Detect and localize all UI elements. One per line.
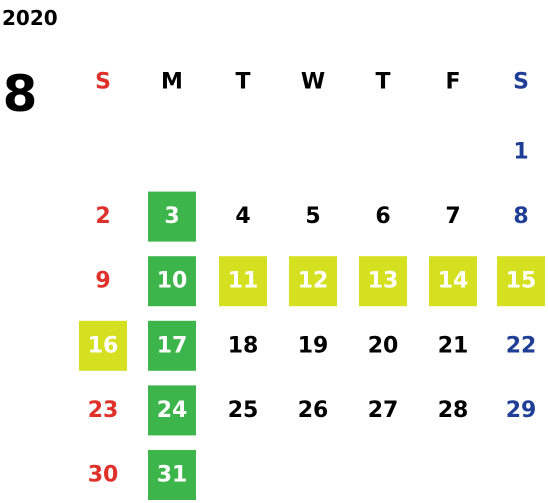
day-number: 3 bbox=[164, 204, 179, 229]
day-number: 4 bbox=[235, 204, 250, 229]
day-number: 9 bbox=[95, 269, 110, 294]
day-highlight bbox=[359, 256, 407, 307]
day-number: 19 bbox=[298, 333, 329, 358]
day-highlight bbox=[429, 256, 477, 307]
day-number: 18 bbox=[228, 333, 259, 358]
day-number: 8 bbox=[513, 204, 528, 229]
day-number: 11 bbox=[228, 269, 259, 294]
day-highlight bbox=[148, 385, 196, 436]
day-number: 15 bbox=[506, 269, 537, 294]
day-number: 27 bbox=[368, 398, 399, 423]
day-number: 2 bbox=[95, 204, 110, 229]
weekday-label: T bbox=[235, 70, 250, 95]
day-number: 7 bbox=[445, 204, 460, 229]
weekday-label: F bbox=[445, 70, 460, 95]
day-number: 5 bbox=[305, 204, 320, 229]
day-number: 31 bbox=[157, 463, 188, 488]
day-number: 21 bbox=[438, 333, 469, 358]
day-highlight bbox=[148, 320, 196, 371]
day-highlight bbox=[219, 256, 267, 307]
day-number: 10 bbox=[157, 269, 188, 294]
day-number: 20 bbox=[368, 333, 399, 358]
day-highlight bbox=[148, 450, 196, 500]
day-highlight bbox=[497, 256, 545, 307]
day-number: 13 bbox=[368, 269, 399, 294]
weekday-label: W bbox=[301, 70, 325, 95]
day-number: 6 bbox=[375, 204, 390, 229]
day-number: 29 bbox=[506, 398, 537, 423]
year: 2020 bbox=[2, 6, 58, 30]
day-number: 17 bbox=[157, 333, 188, 358]
day-highlight bbox=[148, 191, 196, 242]
day-number: 25 bbox=[228, 398, 259, 423]
day-highlight bbox=[148, 256, 196, 307]
day-number: 22 bbox=[506, 333, 537, 358]
day-number: 24 bbox=[157, 398, 188, 423]
month: 8 bbox=[3, 65, 38, 123]
weekday-label: M bbox=[161, 70, 183, 95]
day-highlight bbox=[289, 256, 337, 307]
weekday-label: S bbox=[95, 70, 111, 95]
day-highlight bbox=[79, 320, 127, 371]
day-number: 26 bbox=[298, 398, 329, 423]
day-number: 28 bbox=[438, 398, 469, 423]
day-number: 14 bbox=[438, 269, 469, 294]
day-number: 23 bbox=[88, 398, 119, 423]
day-number: 1 bbox=[513, 140, 528, 165]
day-number: 16 bbox=[88, 333, 119, 358]
day-number: 30 bbox=[88, 463, 119, 488]
weekday-label: T bbox=[375, 70, 390, 95]
day-number: 12 bbox=[298, 269, 329, 294]
weekday-label: S bbox=[513, 70, 529, 95]
